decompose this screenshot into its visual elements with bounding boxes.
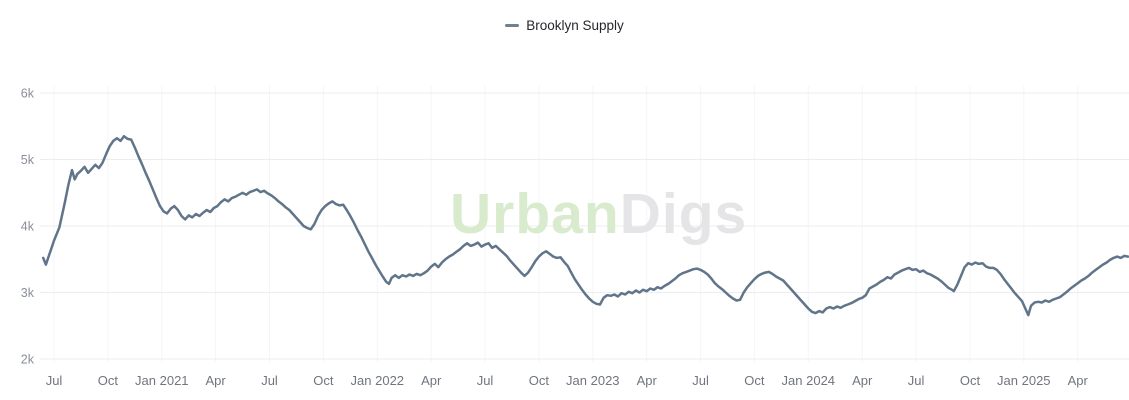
x-tick-label: Jan 2022	[351, 373, 405, 388]
x-tick-label: Jul	[477, 373, 494, 388]
x-tick-label: Apr	[852, 373, 873, 388]
horizontal-gridlines	[40, 92, 1129, 360]
x-tick-label: Jul	[692, 373, 709, 388]
y-axis-labels: 6k 5k 4k 3k 2k	[21, 87, 35, 367]
x-tick-label: Oct	[313, 373, 334, 388]
vertical-gridlines	[53, 86, 1079, 362]
x-tick-label: Oct	[529, 373, 550, 388]
x-tick-label: Jan 2023	[566, 373, 620, 388]
y-tick-label: 3k	[21, 286, 35, 300]
x-tick-label: Apr	[1068, 373, 1089, 388]
urbandigs-watermark: UrbanDigs	[450, 182, 747, 246]
x-axis-labels: Jul Oct Jan 2021 Apr Jul Oct Jan 2022 Apr Jul Oct…	[46, 373, 1089, 388]
legend-series-label: Brooklyn Supply	[526, 18, 624, 33]
x-tick-label: Apr	[205, 373, 226, 388]
x-tick-label: Oct	[960, 373, 981, 388]
x-tick-label: Apr	[637, 373, 658, 388]
x-tick-label: Jan 2021	[135, 373, 189, 388]
x-tick-label: Oct	[744, 373, 765, 388]
watermark-digs: Digs	[620, 182, 748, 246]
watermark-urban: Urban	[450, 182, 620, 246]
x-tick-label: Apr	[421, 373, 442, 388]
x-tick-label: Oct	[98, 373, 119, 388]
legend-series-dash-icon	[505, 24, 520, 28]
x-tick-label: Jul	[46, 373, 63, 388]
y-tick-label: 5k	[21, 153, 35, 167]
series-lines	[41, 134, 1129, 317]
x-tick-label: Jul	[908, 373, 925, 388]
y-tick-label: 4k	[21, 220, 35, 234]
y-tick-label: 2k	[21, 353, 35, 367]
x-tick-label: Jan 2025	[997, 373, 1051, 388]
legend[interactable]: Brooklyn Supply	[0, 19, 1129, 33]
x-tick-label: Jul	[261, 373, 278, 388]
x-tick-label: Jan 2024	[782, 373, 836, 388]
series-line-brooklyn-supply	[41, 134, 1129, 317]
y-tick-label: 6k	[21, 87, 35, 101]
